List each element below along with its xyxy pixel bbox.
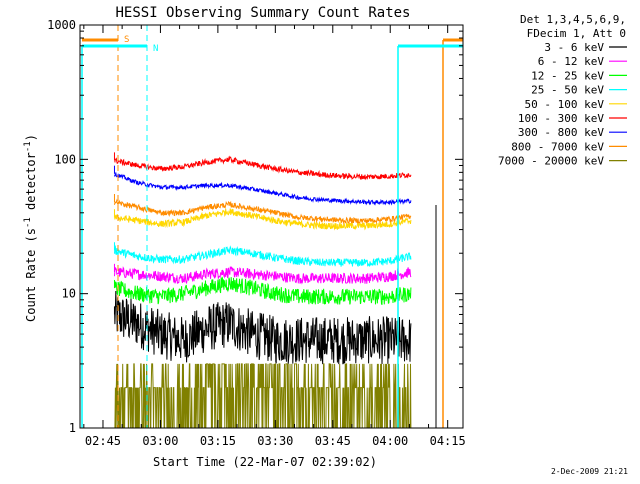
n-flag-label: N bbox=[153, 44, 158, 54]
date-stamp: 2-Dec-2009 21:21 bbox=[551, 467, 628, 476]
legend-header-line-2: FDecim 1, Att 0 bbox=[527, 27, 626, 40]
legend-label-3: 12 - 25 keV bbox=[531, 69, 604, 82]
y-axis-label-part-3: ) bbox=[24, 134, 38, 141]
series-line-3 bbox=[114, 276, 412, 306]
series-line-8 bbox=[114, 198, 412, 225]
series-line-9 bbox=[114, 363, 412, 429]
y-axis-label-sup-2: -1 bbox=[23, 141, 33, 152]
x-tick-label-4: 03:30 bbox=[257, 434, 293, 448]
series-line-7 bbox=[114, 172, 412, 206]
legend-header-line-1: Det 1,3,4,5,6,9, bbox=[520, 13, 626, 26]
legend-label-1: 3 - 6 keV bbox=[544, 41, 604, 54]
axis-layer: 1 10 100 1000 02:45 03:00 03:15 03:30 03:45 04:00… bbox=[47, 18, 466, 448]
x-axis-label: Start Time (22-Mar-07 02:39:02) bbox=[153, 455, 377, 469]
legend-label-7: 300 - 800 keV bbox=[518, 126, 604, 139]
legend-label-9: 7000 - 20000 keV bbox=[498, 155, 604, 168]
series-line-2 bbox=[114, 266, 412, 285]
chart-title: HESSI Observing Summary Count Rates bbox=[115, 5, 410, 21]
legend-label-5: 50 - 100 keV bbox=[525, 98, 605, 111]
x-tick-label-2: 03:00 bbox=[142, 434, 178, 448]
legend: Det 1,3,4,5,6,9, FDecim 1, Att 0 3 - 6 k… bbox=[498, 13, 627, 168]
x-tick-label-7: 04:15 bbox=[430, 434, 466, 448]
y-axis-label-part-2: detector bbox=[24, 152, 38, 217]
legend-label-4: 25 - 50 keV bbox=[531, 84, 604, 97]
y-axis-label: Count Rate (s-1 detector-1) bbox=[23, 134, 38, 322]
y-tick-label-4: 1000 bbox=[47, 18, 76, 32]
x-tick-label-1: 02:45 bbox=[85, 434, 121, 448]
series-line-6 bbox=[114, 155, 412, 181]
series-line-1 bbox=[114, 290, 412, 365]
y-tick-label-1: 1 bbox=[69, 421, 76, 435]
x-tick-label-5: 03:45 bbox=[315, 434, 351, 448]
y-tick-label-2: 10 bbox=[62, 287, 76, 301]
series-line-5 bbox=[114, 208, 412, 231]
legend-label-6: 100 - 300 keV bbox=[518, 112, 604, 125]
y-axis-label-sup-1: -1 bbox=[23, 217, 33, 228]
y-axis-label-part-1: Count Rate (s bbox=[24, 228, 38, 322]
x-tick-label-3: 03:15 bbox=[200, 434, 236, 448]
series-line-4 bbox=[114, 244, 412, 267]
y-tick-label-3: 100 bbox=[54, 152, 76, 166]
s-flag-label: S bbox=[124, 35, 129, 45]
legend-label-8: 800 - 7000 keV bbox=[511, 140, 604, 153]
plot-frame bbox=[79, 24, 464, 429]
legend-label-2: 6 - 12 keV bbox=[538, 55, 605, 68]
x-tick-label-6: 04:00 bbox=[372, 434, 408, 448]
